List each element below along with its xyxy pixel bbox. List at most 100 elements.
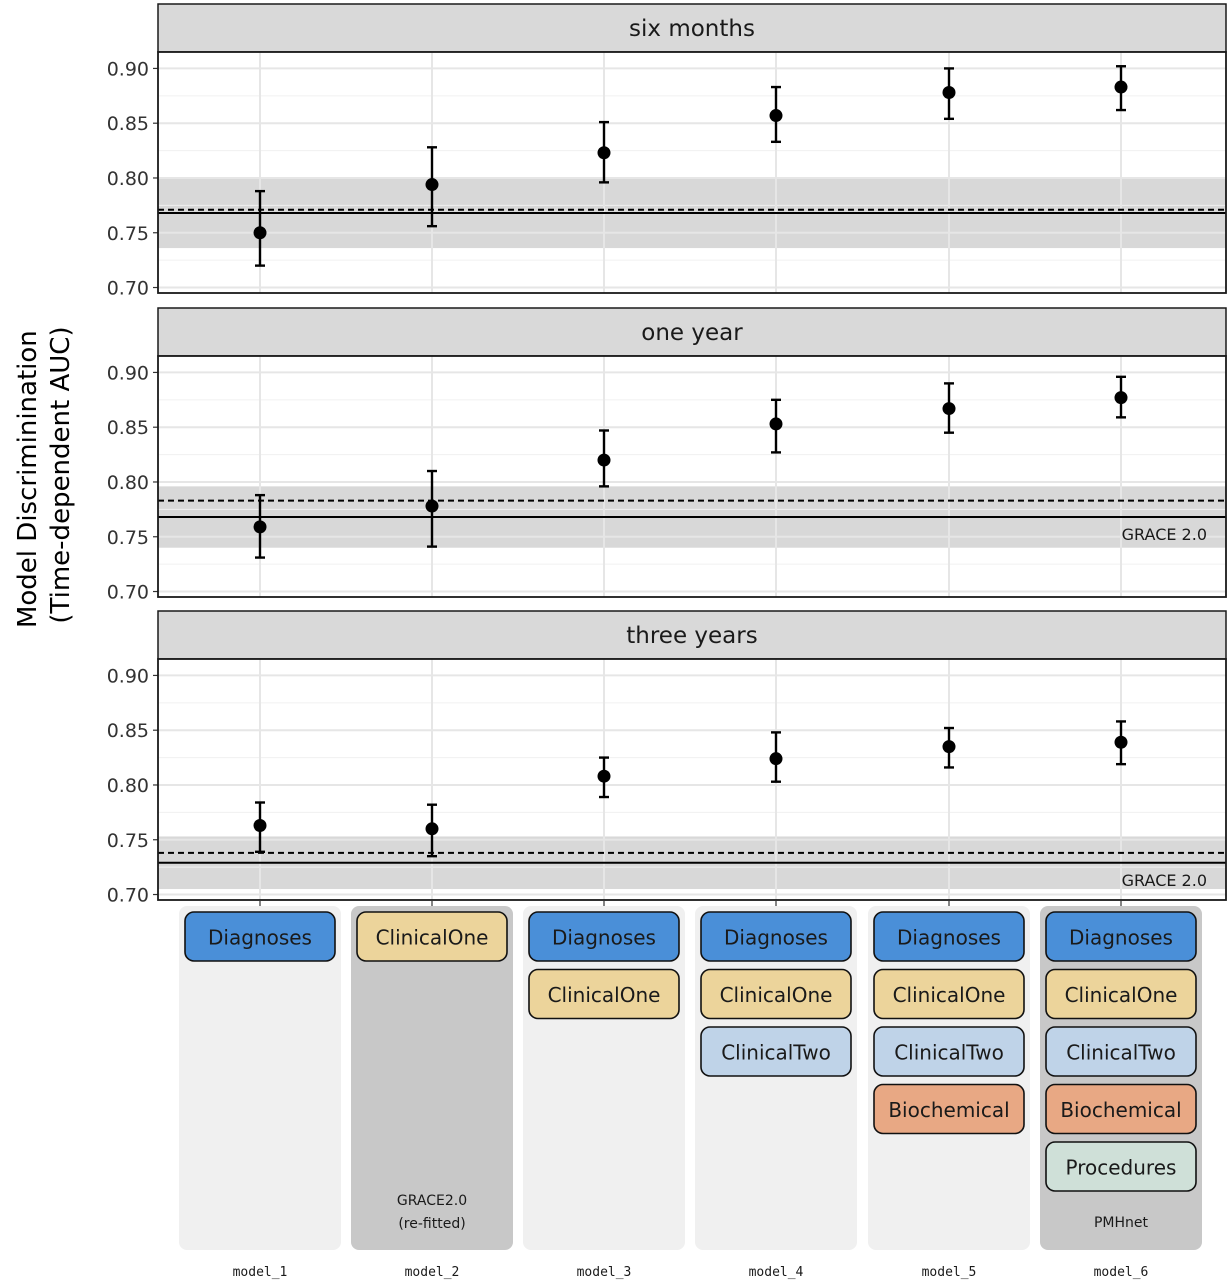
feature-chip (184, 911, 336, 962)
feature-chip-label: ClinicalOne (720, 983, 833, 1007)
feature-column-note: (re-fitted) (398, 1216, 465, 1232)
feature-column-background (351, 906, 513, 1250)
feature-chip-label: Biochemical (1060, 1098, 1181, 1122)
panel-frame (157, 658, 1227, 901)
panel-frame (157, 51, 1227, 294)
y-tick-label: 0.85 (107, 113, 149, 135)
panel-background (158, 52, 1226, 293)
feature-chip (1045, 968, 1197, 1020)
y-axis-title-line-2: (Time-dependent AUC) (46, 326, 76, 623)
y-tick-label: 0.70 (107, 278, 149, 300)
y-axis-title: Model Discriminination (Time-dependent A… (13, 322, 76, 628)
reference-label: GRACE 2.0 (1122, 525, 1207, 544)
panel-background (158, 356, 1226, 597)
feature-chip-label: ClinicalOne (548, 983, 661, 1007)
feature-chip (873, 1026, 1025, 1077)
feature-chip (528, 911, 680, 962)
feature-chip-label: Diagnoses (897, 926, 1001, 950)
x-tick-label: model_5 (922, 1265, 977, 1280)
y-tick-label: 0.70 (107, 885, 149, 907)
feature-chip (1045, 1141, 1197, 1192)
y-tick-label: 0.85 (107, 417, 149, 439)
y-tick-label: 0.75 (107, 527, 149, 549)
data-point (1114, 735, 1128, 749)
data-point (425, 178, 439, 192)
data-point (253, 226, 267, 240)
y-axis-title-line-1: Model Discriminination (13, 330, 43, 628)
feature-chip-label: Diagnoses (724, 926, 828, 950)
data-point (769, 417, 783, 431)
data-point (1114, 80, 1128, 94)
feature-matrix: Diagnoses model_1 ClinicalOne GRACE2.0 (re-f… (179, 906, 1202, 1280)
x-tick-label: model_1 (233, 1265, 288, 1280)
feature-chip (1045, 1083, 1197, 1135)
y-tick-label: 0.75 (107, 830, 149, 852)
facet-strip-title: six months (629, 16, 755, 42)
feature-chip-label: Diagnoses (1069, 926, 1173, 950)
feature-chip (700, 1026, 852, 1077)
feature-chip (1045, 911, 1197, 962)
data-point (597, 769, 611, 783)
facet-strip-title: one year (641, 320, 743, 346)
facet-strip (157, 610, 1227, 660)
data-point (253, 819, 267, 833)
data-point (942, 740, 956, 754)
data-point (942, 86, 956, 100)
feature-column: Diagnoses ClinicalOne model_3 (523, 906, 685, 1280)
data-point (425, 822, 439, 836)
feature-column-note: GRACE2.0 (397, 1193, 467, 1209)
x-tick-label: model_2 (405, 1265, 460, 1280)
feature-chip-label: Biochemical (888, 1098, 1009, 1122)
feature-chip-label: Diagnoses (208, 926, 312, 950)
y-tick-label: 0.90 (107, 362, 149, 384)
panel-frame (157, 355, 1227, 598)
feature-chip (700, 911, 852, 962)
facet-strip (157, 3, 1227, 53)
y-tick-label: 0.85 (107, 720, 149, 742)
feature-column: ClinicalOne GRACE2.0 (re-fitted) model_2 (351, 906, 513, 1280)
x-tick-label: model_3 (577, 1265, 632, 1280)
feature-chip-label: ClinicalTwo (1066, 1041, 1176, 1065)
y-tick-label: 0.80 (107, 472, 149, 494)
facet-strip-title: three years (626, 623, 757, 649)
data-point (597, 146, 611, 160)
feature-chip-label: Diagnoses (552, 926, 656, 950)
x-tick-label: model_6 (1094, 1265, 1149, 1280)
feature-chip-label: ClinicalTwo (721, 1041, 831, 1065)
feature-column: Diagnoses model_1 (179, 906, 341, 1280)
facet-panels: six months 0.70 0.75 0.80 0.85 0.90 one year 0.… (107, 3, 1227, 907)
data-point (942, 402, 956, 416)
facet-panel: three years 0.70 0.75 0.80 0.85 0.90 GRACE 2.0 (107, 610, 1227, 907)
y-tick-label: 0.90 (107, 58, 149, 80)
feature-chip-label: ClinicalOne (376, 926, 489, 950)
x-tick-label: model_4 (749, 1265, 804, 1280)
feature-chip (1045, 1026, 1197, 1077)
feature-chip-label: ClinicalOne (893, 983, 1006, 1007)
data-point (597, 453, 611, 467)
feature-chip (528, 968, 680, 1020)
data-point (1114, 391, 1128, 405)
facet-panel: six months 0.70 0.75 0.80 0.85 0.90 (107, 3, 1227, 300)
feature-column: Diagnoses ClinicalOne ClinicalTwo Biochemic… (868, 906, 1030, 1280)
facet-strip (157, 307, 1227, 357)
feature-chip (873, 968, 1025, 1020)
feature-column: Diagnoses ClinicalOne ClinicalTwo Biochemic… (1040, 906, 1202, 1280)
data-point (769, 109, 783, 123)
feature-chip (700, 968, 852, 1020)
feature-chip (873, 1083, 1025, 1135)
y-tick-label: 0.70 (107, 582, 149, 604)
y-tick-label: 0.80 (107, 775, 149, 797)
feature-column-background (179, 906, 341, 1250)
feature-chip-label: ClinicalOne (1065, 983, 1178, 1007)
feature-column-note: PMHnet (1094, 1215, 1149, 1231)
feature-chip (356, 911, 508, 962)
y-tick-label: 0.90 (107, 665, 149, 687)
facet-panel: one year 0.70 0.75 0.80 0.85 0.90 GRACE 2.0 (107, 307, 1227, 604)
reference-label: GRACE 2.0 (1122, 871, 1207, 890)
feature-chip-label: Procedures (1066, 1156, 1177, 1180)
data-point (769, 752, 783, 766)
y-tick-label: 0.75 (107, 223, 149, 245)
feature-chip-label: ClinicalTwo (894, 1041, 1004, 1065)
y-tick-label: 0.80 (107, 168, 149, 190)
